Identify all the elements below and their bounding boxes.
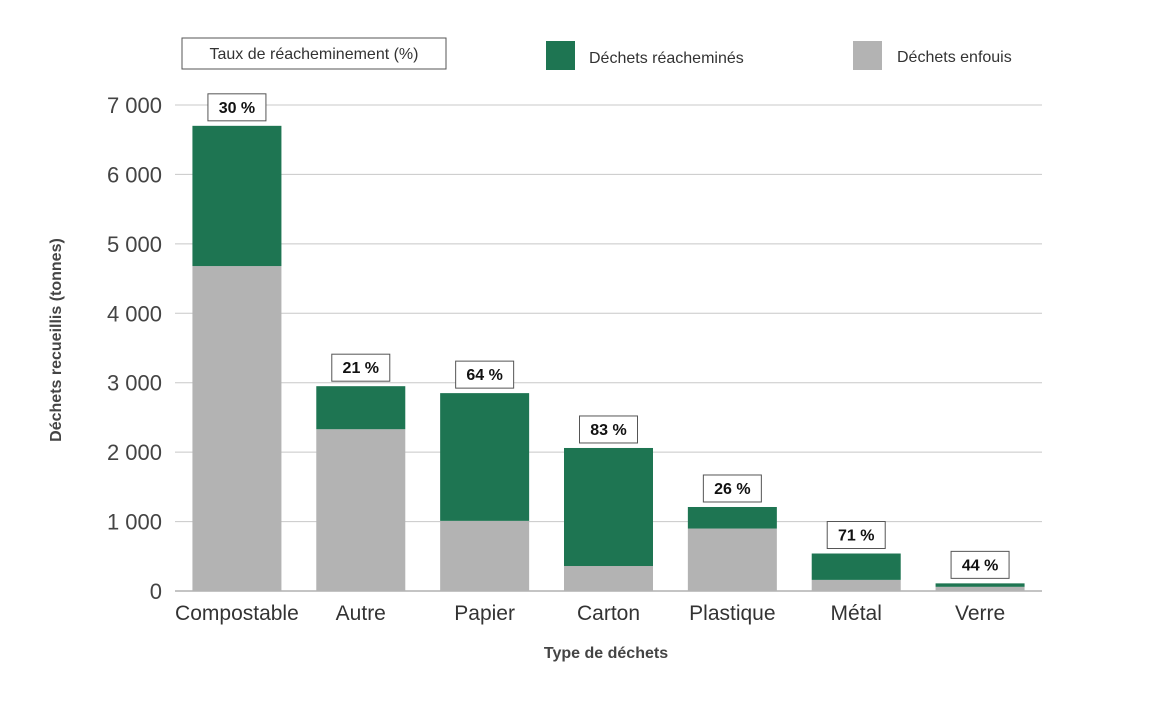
rate-label: 44 % bbox=[962, 557, 998, 574]
bar-segment bbox=[811, 553, 901, 580]
bar-segment bbox=[687, 528, 777, 591]
bar-segment bbox=[564, 566, 653, 591]
bar-segment bbox=[440, 393, 530, 521]
bar-segment bbox=[316, 386, 406, 430]
category-label: Autre bbox=[336, 602, 386, 625]
rate-label-box bbox=[331, 353, 391, 382]
rate-label: 64 % bbox=[466, 367, 502, 384]
y-tick-label: 4 000 bbox=[107, 301, 162, 326]
bar-segment bbox=[935, 586, 1025, 591]
y-tick-label: 3 000 bbox=[107, 371, 162, 396]
y-tick-label: 5 000 bbox=[107, 232, 162, 257]
diversion-rate-labels: 30 % 21 % 64 % 83 % 26 % 71 % 44 % bbox=[207, 93, 1010, 579]
rate-label: 83 % bbox=[590, 422, 626, 439]
rate-label-box bbox=[207, 93, 267, 122]
rate-label-box bbox=[455, 360, 515, 389]
category-label: Carton bbox=[577, 602, 640, 625]
y-tick-label: 7 000 bbox=[107, 93, 162, 118]
legend: Taux de réacheminement (%) Déchets réach… bbox=[181, 37, 1012, 70]
bar-segment bbox=[192, 266, 282, 591]
rate-label: 21 % bbox=[343, 360, 379, 377]
rate-label-box bbox=[702, 474, 762, 503]
category-labels: Compostable Autre Papier Carton Plastique Mét… bbox=[175, 602, 1005, 625]
y-tick-labels: 0 1 000 2 000 3 000 4 000 5 000 6 000 7 000 bbox=[107, 93, 162, 604]
y-tick-label: 2 000 bbox=[107, 440, 162, 465]
y-tick-label: 1 000 bbox=[107, 510, 162, 535]
rate-label: 71 % bbox=[838, 528, 874, 545]
bar-segment bbox=[316, 429, 406, 591]
category-label: Verre bbox=[955, 602, 1005, 625]
legend-rate-label: Taux de réacheminement (%) bbox=[210, 46, 419, 63]
y-tick-label: 0 bbox=[150, 579, 162, 604]
rate-label-box bbox=[826, 521, 886, 550]
legend-swatch-diverted bbox=[546, 41, 575, 70]
rate-label: 30 % bbox=[219, 100, 255, 117]
legend-label-landfilled: Déchets enfouis bbox=[897, 49, 1012, 66]
category-label: Plastique bbox=[689, 602, 775, 625]
rate-label: 26 % bbox=[714, 481, 750, 498]
bars bbox=[192, 125, 1025, 591]
y-axis-title: Déchets recueillis (tonnes) bbox=[48, 238, 65, 442]
legend-swatch-landfilled bbox=[853, 41, 882, 70]
bar-segment bbox=[440, 520, 530, 591]
bar-segment bbox=[192, 125, 282, 267]
category-label: Métal bbox=[831, 602, 882, 625]
rate-label-box bbox=[950, 550, 1010, 579]
category-label: Papier bbox=[454, 602, 515, 625]
bar-segment bbox=[564, 447, 653, 567]
rate-label-box bbox=[579, 415, 638, 444]
category-label: Compostable bbox=[175, 602, 299, 625]
bar-segment bbox=[687, 506, 777, 529]
x-axis-title: Type de déchets bbox=[544, 645, 668, 662]
bar-segment bbox=[811, 579, 901, 591]
bar-segment bbox=[935, 583, 1025, 587]
legend-label-diverted: Déchets réacheminés bbox=[589, 50, 744, 67]
y-tick-label: 6 000 bbox=[107, 162, 162, 187]
legend-rate-box bbox=[181, 37, 447, 70]
